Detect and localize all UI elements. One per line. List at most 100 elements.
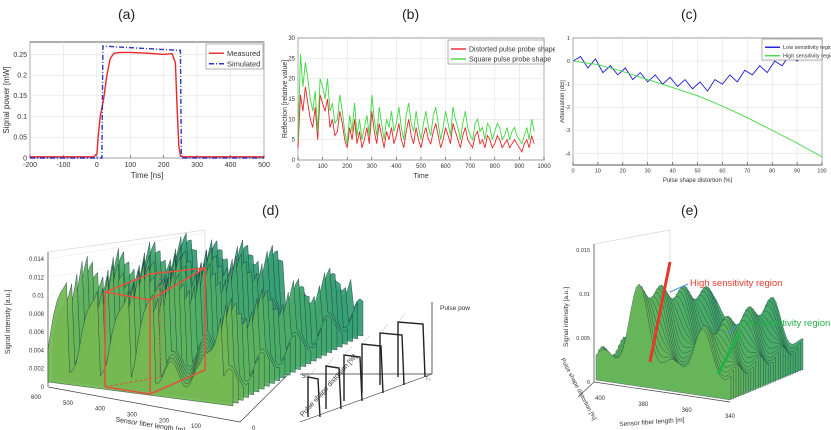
y-tick-label: 0.006 — [29, 330, 45, 336]
legend-box — [447, 39, 545, 65]
x-tick-label: 400 — [95, 407, 106, 413]
x-tick-label: 400 — [595, 396, 606, 402]
inset-pulse-shape — [361, 343, 384, 394]
y-tick-label: 0.15 — [13, 93, 27, 100]
y-tick-label: 0.2 — [17, 72, 27, 79]
y-tick-label: 15 — [288, 97, 295, 103]
y-tick-label: 0.01 — [32, 294, 44, 300]
highlight-box-edge — [104, 267, 206, 387]
legend-label: Measured — [227, 49, 260, 58]
x-tick-label: -100 — [56, 162, 70, 169]
series-line-square-pulse-probe-shape — [297, 54, 535, 145]
x-axis-label: Time [ns] — [131, 171, 164, 180]
y-tick-label: 0.015 — [576, 248, 590, 254]
inset-pulse-shape — [307, 376, 321, 418]
inset-pulse-shape — [379, 332, 405, 386]
x-tick-label: 200 — [159, 418, 170, 424]
x-tick-label: 100 — [817, 169, 826, 175]
panel-label-a: (a) — [118, 6, 136, 22]
y-tick-label: 0.005 — [576, 336, 590, 342]
x-tick-label: 380 — [638, 402, 649, 408]
surface-ridge — [595, 283, 732, 401]
y-tick-label: 0.002 — [29, 367, 45, 373]
chart-d-waterfall: 0 0.002 0.004 0.006 0.008 0.01 0.012 0.014 Signa… — [5, 229, 470, 430]
highlight-box-dashed — [104, 376, 161, 388]
series-line-high-sensitivity-region — [572, 60, 823, 158]
y-tick-label: 20 — [288, 77, 295, 83]
x-tick-label: 200 — [158, 162, 170, 169]
y-tick-label: 0.004 — [29, 348, 45, 354]
y-axis-label: Attenuation [dB] — [560, 80, 566, 123]
x-tick-label: 10 — [595, 169, 601, 175]
high-sensitivity-line — [648, 261, 672, 363]
legend-label: Simulated — [227, 59, 260, 68]
y-tick-label: 0.012 — [29, 275, 45, 281]
inset-dotted-guide — [343, 345, 353, 356]
panel-label-d: (d) — [262, 202, 280, 218]
z-axis-line — [577, 381, 595, 398]
x-tick-label: 100 — [318, 164, 329, 170]
x-tick-label: 500 — [416, 164, 427, 170]
inset-ylabel: Pulse power [a.u.] — [440, 305, 470, 312]
x-tick-label: 80 — [769, 169, 775, 175]
series-line-distorted-pulse-probe-shape — [297, 86, 535, 154]
inset-dotted-guide — [307, 367, 317, 378]
x-axis-label: Time — [413, 173, 428, 180]
x-tick-label: 500 — [63, 401, 74, 407]
y-axis-label: Signal intensity [a.u.] — [563, 287, 570, 347]
x-tick-label: 0 — [296, 164, 300, 170]
inset-pulse-shape — [397, 321, 426, 378]
pulse-inset: Pulse power [a.u.]Time [ns]T₀ — [299, 302, 470, 423]
y-axis-label: Signal intensity [a.u.] — [5, 290, 12, 355]
low-annotation-arrow — [727, 323, 739, 335]
panel-label-b: (b) — [402, 6, 420, 22]
x-tick-label: 50 — [694, 169, 700, 175]
legend-label: Square pulse probe shape — [469, 56, 551, 63]
x-tick-label: 600 — [441, 164, 452, 170]
x-tick-label: 300 — [367, 164, 378, 170]
x-tick-label: 360 — [682, 408, 693, 414]
x-tick-label: 1000 — [537, 164, 551, 170]
y-tick-label: 0 — [41, 385, 45, 391]
inset-t0-label: T₀ — [425, 376, 430, 382]
x-tick-label: 70 — [744, 169, 750, 175]
series-line-measured — [30, 51, 264, 158]
y-tick-label: 0.25 — [13, 52, 27, 59]
legend-label: Distorted pulse probe shape — [469, 46, 555, 53]
legend-box — [205, 43, 264, 70]
inset-pulse-shape — [325, 365, 342, 410]
inset-dotted-guide — [325, 356, 335, 367]
highlight-box-edge — [149, 266, 206, 395]
z-tick-label: 0 — [252, 426, 256, 430]
x-tick-label: 340 — [725, 414, 736, 420]
high-annotation-arrow — [669, 283, 689, 293]
inset-depth-axis — [299, 373, 433, 423]
x-axis-line — [47, 386, 241, 423]
x-tick-label: 400 — [391, 164, 402, 170]
y-tick-label: 0.1 — [17, 114, 27, 121]
y-tick-label: -4 — [565, 151, 570, 157]
x-axis-label: Sensor fiber length [m] — [115, 417, 186, 430]
highlight-box-edge — [104, 291, 151, 301]
series-line-low-sensitivity-region — [572, 46, 823, 92]
y-tick-label: -3 — [565, 128, 570, 134]
inset-dotted-guide — [379, 323, 389, 334]
high-sensitivity-label: High sensitivity region — [690, 278, 782, 289]
x-tick-label: 600 — [31, 395, 42, 401]
series-line-simulated — [30, 45, 264, 159]
x-tick-label: -200 — [23, 162, 37, 169]
y-tick-label: 0 — [292, 158, 296, 164]
x-tick-label: 90 — [794, 169, 800, 175]
x-tick-label: 0 — [571, 169, 574, 175]
low-sensitivity-label: Low sensitivity region — [740, 318, 830, 329]
x-tick-label: 300 — [191, 162, 203, 169]
y-gridline — [47, 232, 206, 260]
x-tick-label: 900 — [514, 164, 525, 170]
chart-b-reflection: 0 100 200 300 400 500 600 700 800 900 1000 0 5 10 15 20… — [282, 36, 555, 180]
x-tick-label: 0 — [95, 162, 99, 169]
panel-label-e: (e) — [681, 202, 699, 218]
y-tick-label: 5 — [292, 138, 296, 144]
y-tick-label: 0.01 — [579, 292, 590, 298]
legend-label: Low sensitivity region — [783, 45, 831, 51]
